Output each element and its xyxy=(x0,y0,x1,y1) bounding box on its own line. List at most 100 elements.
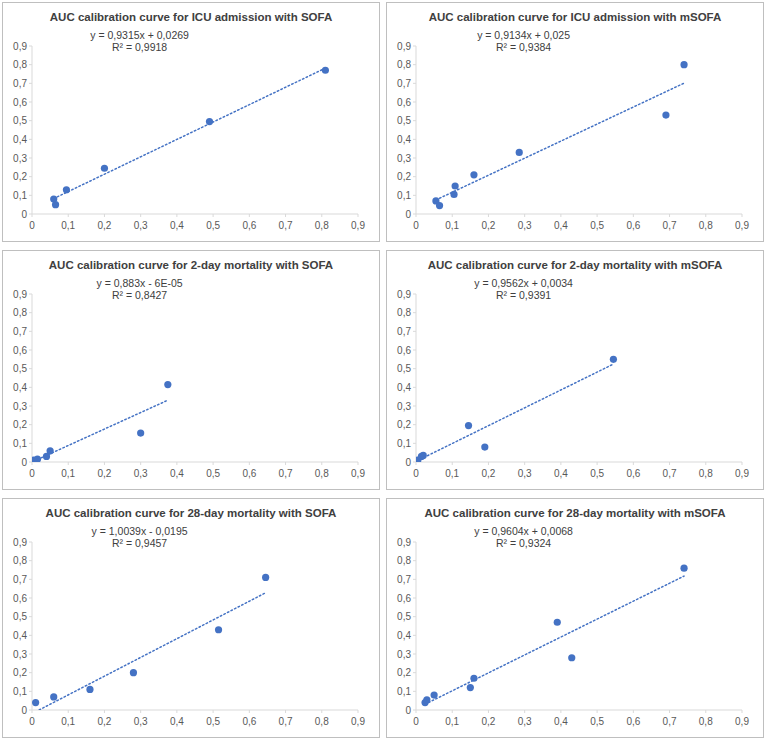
x-tick xyxy=(669,214,670,217)
point xyxy=(680,565,687,572)
panel-frame xyxy=(3,3,380,242)
x-tick-label: 0,1 xyxy=(445,716,459,727)
x-tick xyxy=(597,214,598,217)
y-tick-label: 0 xyxy=(21,457,27,468)
y-tick xyxy=(29,102,32,103)
y-tick-label: 0,7 xyxy=(397,78,411,89)
x-tick-label: 0 xyxy=(29,716,35,727)
x-tick-label: 0,7 xyxy=(279,716,293,727)
y-tick xyxy=(29,331,32,332)
x-tick xyxy=(669,710,670,713)
x-tick xyxy=(560,462,561,465)
y-tick xyxy=(29,691,32,692)
x-tick xyxy=(452,462,453,465)
annotation: R² = 0,9391 xyxy=(496,289,551,301)
panel: AUC calibration curve for ICU admission … xyxy=(3,3,380,242)
x-axis-line xyxy=(416,214,742,215)
x-tick-label: 0,6 xyxy=(626,220,640,231)
point xyxy=(130,669,137,676)
y-tick xyxy=(29,542,32,543)
y-tick-label: 0,8 xyxy=(397,59,411,70)
point xyxy=(450,191,457,198)
point xyxy=(610,356,617,363)
point xyxy=(63,186,70,193)
x-tick xyxy=(669,462,670,465)
annotation: R² = 0,9918 xyxy=(112,41,167,53)
y-tick xyxy=(413,635,416,636)
y-tick xyxy=(29,64,32,65)
x-tick-label: 0,4 xyxy=(554,468,568,479)
y-tick xyxy=(29,560,32,561)
x-tick-label: 0,8 xyxy=(315,220,329,231)
y-tick-label: 0,1 xyxy=(397,190,411,201)
y-tick-label: 0,7 xyxy=(13,574,27,585)
y-tick-label: 0 xyxy=(405,457,411,468)
x-tick-label: 0,7 xyxy=(663,468,677,479)
y-tick xyxy=(413,64,416,65)
x-tick-label: 0,8 xyxy=(699,220,713,231)
x-tick-label: 0,1 xyxy=(61,220,75,231)
x-tick-label: 0,4 xyxy=(170,220,184,231)
y-axis-line xyxy=(32,46,33,214)
point xyxy=(554,619,561,626)
chart-title: AUC calibration curve for ICU admission … xyxy=(429,11,722,23)
y-tick-label: 0,1 xyxy=(397,438,411,449)
y-tick xyxy=(29,195,32,196)
point xyxy=(431,691,438,698)
x-tick-label: 0,4 xyxy=(554,220,568,231)
point xyxy=(262,574,269,581)
y-tick xyxy=(413,294,416,295)
point xyxy=(101,165,108,172)
plot-area xyxy=(32,574,269,710)
y-tick-label: 0,6 xyxy=(397,345,411,356)
y-tick xyxy=(413,158,416,159)
point xyxy=(34,456,41,462)
x-tick-label: 0,6 xyxy=(242,468,256,479)
annotation: y = 0,9604x + 0,0068 xyxy=(474,525,573,537)
annotation: y = 1,0039x - 0,0195 xyxy=(92,525,188,537)
x-tick xyxy=(742,710,743,713)
trendline xyxy=(436,83,684,200)
y-tick-label: 0,3 xyxy=(397,153,411,164)
x-tick-label: 0,9 xyxy=(351,716,365,727)
x-tick xyxy=(742,214,743,217)
x-tick-label: 0,6 xyxy=(626,468,640,479)
trendline xyxy=(34,400,168,461)
x-tick xyxy=(140,462,141,465)
y-tick xyxy=(413,654,416,655)
y-tick-label: 0,6 xyxy=(13,97,27,108)
annotation: R² = 0,8427 xyxy=(112,289,167,301)
point xyxy=(86,686,93,693)
point xyxy=(215,626,222,633)
y-tick-label: 0,1 xyxy=(13,438,27,449)
y-tick-label: 0,1 xyxy=(13,686,27,697)
y-tick-label: 0,4 xyxy=(13,382,27,393)
y-tick xyxy=(413,387,416,388)
x-tick-label: 0,9 xyxy=(735,468,749,479)
point xyxy=(481,443,488,450)
x-axis-line xyxy=(416,462,742,463)
y-tick xyxy=(29,120,32,121)
x-axis-line xyxy=(32,214,358,215)
x-tick xyxy=(560,214,561,217)
x-tick xyxy=(285,710,286,713)
y-tick-label: 0,3 xyxy=(13,649,27,660)
x-axis-line xyxy=(32,710,358,711)
y-tick xyxy=(413,139,416,140)
x-tick xyxy=(742,462,743,465)
x-tick-label: 0,5 xyxy=(206,220,220,231)
x-tick xyxy=(321,710,322,713)
y-axis-line xyxy=(32,294,33,462)
y-tick-label: 0,3 xyxy=(13,401,27,412)
y-tick-label: 0,8 xyxy=(13,307,27,318)
y-tick-label: 0,7 xyxy=(13,326,27,337)
x-tick-label: 0,9 xyxy=(735,220,749,231)
point xyxy=(164,381,171,388)
x-tick xyxy=(176,462,177,465)
x-tick xyxy=(560,710,561,713)
y-tick xyxy=(29,214,32,215)
y-tick-label: 0,9 xyxy=(397,289,411,300)
x-tick-label: 0,3 xyxy=(518,468,532,479)
y-axis-line xyxy=(416,542,417,710)
x-tick xyxy=(68,214,69,217)
